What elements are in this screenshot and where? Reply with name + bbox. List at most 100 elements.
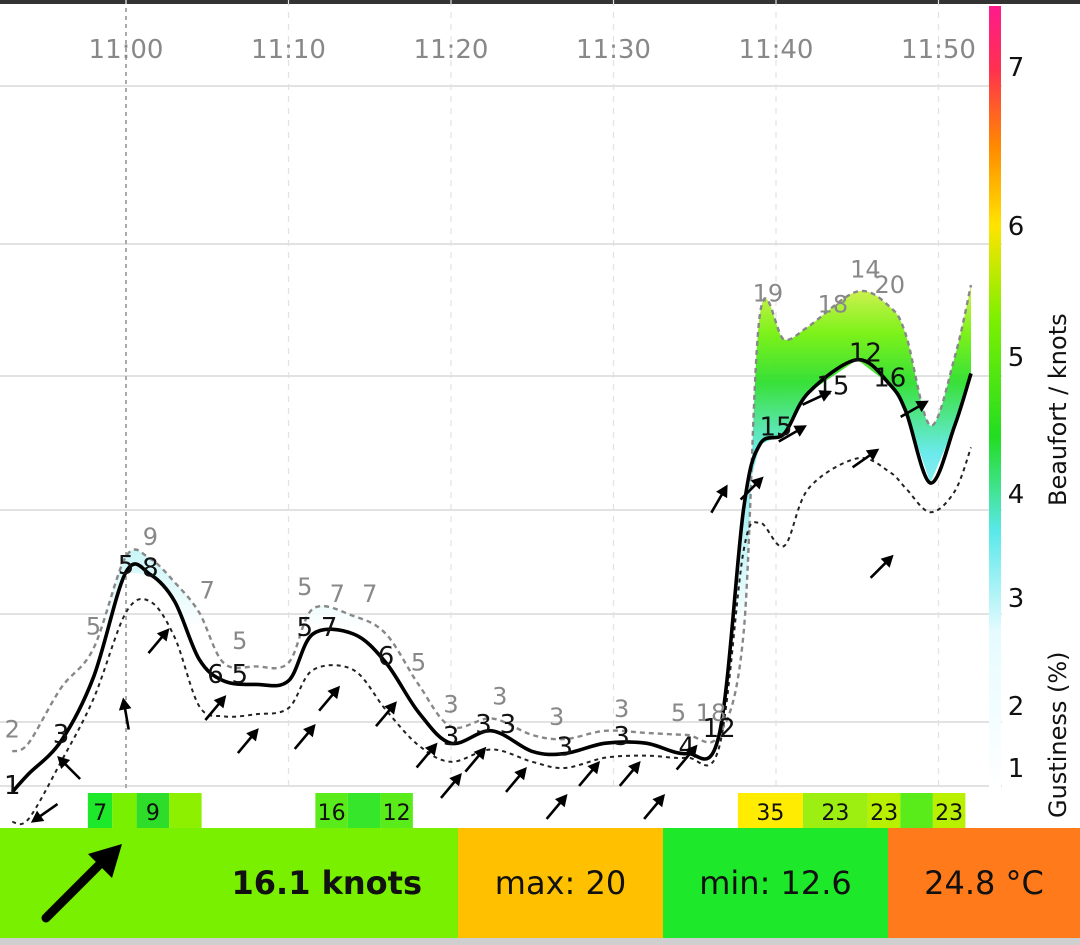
gust-box-label: 12 xyxy=(383,801,411,826)
direction-arrow xyxy=(675,744,698,771)
gust-box xyxy=(932,793,966,828)
gust-box-label: 23 xyxy=(821,801,849,826)
direction-arrow xyxy=(900,400,929,418)
gust-box xyxy=(136,793,170,828)
gust-value-label: 19 xyxy=(753,280,784,308)
x-tick-label: 11:50 xyxy=(901,35,976,65)
gust-box xyxy=(867,793,901,828)
average-value-label: 5 xyxy=(118,551,135,581)
direction-arrow xyxy=(618,760,641,787)
beaufort-tick-label: 7 xyxy=(1008,53,1025,83)
direction-arrow xyxy=(505,766,527,793)
direction-arrow xyxy=(801,390,833,406)
direction-arrow xyxy=(869,554,894,579)
beaufort-color-bar xyxy=(989,6,1001,790)
gust-box xyxy=(737,793,803,828)
average-value-label: 3 xyxy=(443,722,460,752)
direction-arrow xyxy=(147,628,170,654)
beaufort-tick-label: 1 xyxy=(1008,754,1025,784)
beaufort-tick-label: 4 xyxy=(1008,480,1025,510)
chart-background xyxy=(0,0,1080,828)
gust-box xyxy=(87,793,113,828)
gust-value-label: 3 xyxy=(614,695,629,723)
direction-arrow xyxy=(643,793,666,820)
temperature-value: 24.8 °C xyxy=(924,864,1044,902)
bottom-divider xyxy=(0,938,1080,945)
gust-box xyxy=(900,793,933,828)
direction-arrow xyxy=(440,772,462,799)
gust-box-label: 16 xyxy=(318,801,346,826)
gust-max-value: max: 20 xyxy=(494,864,627,902)
x-tick-label: 11:10 xyxy=(251,35,326,65)
average-value-label: 12 xyxy=(703,714,736,744)
average-line xyxy=(10,357,973,794)
lull-line xyxy=(12,447,972,826)
gust-value-label: 3 xyxy=(492,682,507,710)
gust-value-label: 5 xyxy=(411,648,426,676)
wind-speed-value: 16.1 knots xyxy=(231,864,422,902)
direction-arrow xyxy=(118,697,132,730)
average-value-label: 3 xyxy=(53,720,70,750)
direction-arrow xyxy=(464,746,487,773)
average-value-label: 4 xyxy=(678,733,695,763)
gust-box xyxy=(112,793,137,828)
gust-box xyxy=(315,793,348,828)
gust-band-fill xyxy=(12,284,971,792)
gust-value-label: 20 xyxy=(874,271,905,299)
gust-line xyxy=(11,284,973,753)
direction-arrow xyxy=(739,476,764,501)
gustiness-axis-label: Gustiness (%) xyxy=(1044,651,1072,818)
direction-arrow xyxy=(293,723,316,750)
gust-value-label: 5 xyxy=(297,573,312,601)
wind-speed-cell: 16.1 knots xyxy=(0,828,458,938)
gust-box-label: 35 xyxy=(756,801,784,826)
direction-arrow xyxy=(204,695,227,721)
average-value-label: 15 xyxy=(759,413,792,443)
gust-value-label: 7 xyxy=(330,580,345,608)
average-value-label: 12 xyxy=(849,339,882,369)
wind-min-cell: min: 12.6 xyxy=(663,828,888,938)
gust-value-label: 18 xyxy=(818,290,849,318)
beaufort-tick-label: 2 xyxy=(1008,692,1025,722)
gust-value-label: 18 xyxy=(696,699,727,727)
average-value-label: 8 xyxy=(142,554,159,584)
gust-box xyxy=(169,793,202,828)
direction-arrow xyxy=(710,484,728,514)
direction-arrow xyxy=(375,701,397,728)
gust-value-label: 3 xyxy=(549,703,564,731)
gust-value-label: 5 xyxy=(671,699,686,727)
gust-value-label: 7 xyxy=(362,580,377,608)
direction-arrow xyxy=(545,793,568,820)
gust-box-label: 23 xyxy=(935,801,963,826)
average-value-label: 3 xyxy=(500,710,517,740)
average-value-label: 5 xyxy=(231,660,248,690)
x-tick-label: 11:00 xyxy=(89,35,164,65)
top-border xyxy=(0,0,1080,4)
arrow-northeast-icon xyxy=(41,844,122,923)
beaufort-tick-label: 5 xyxy=(1008,343,1025,373)
wind-min-value: min: 12.6 xyxy=(699,864,852,902)
average-value-label: 3 xyxy=(556,733,573,763)
gust-box xyxy=(347,793,381,828)
direction-arrow xyxy=(57,756,82,780)
gust-box-label: 23 xyxy=(870,801,898,826)
gust-value-label: 3 xyxy=(443,691,458,719)
direction-arrow xyxy=(318,685,341,712)
x-tick-label: 11:20 xyxy=(414,35,489,65)
average-value-label: 6 xyxy=(378,642,395,672)
direction-arrow xyxy=(30,803,59,823)
gust-value-label: 9 xyxy=(143,523,158,551)
direction-arrow xyxy=(778,425,807,443)
average-value-label: 1 xyxy=(4,771,21,801)
temperature-cell: 24.8 °C xyxy=(888,828,1080,938)
average-value-label: 5 xyxy=(296,613,313,643)
direction-arrow xyxy=(415,742,438,769)
average-value-label: 6 xyxy=(207,660,224,690)
average-value-label: 3 xyxy=(613,722,630,752)
wind-chart: 11:00 11:10 11:20 11:30 11:40 11:501234567Bea… xyxy=(0,0,1080,828)
beaufort-tick-label: 3 xyxy=(1008,584,1025,614)
beaufort-tick-label: 6 xyxy=(1008,212,1025,242)
direction-arrow xyxy=(578,760,601,787)
direction-arrow xyxy=(236,728,259,754)
